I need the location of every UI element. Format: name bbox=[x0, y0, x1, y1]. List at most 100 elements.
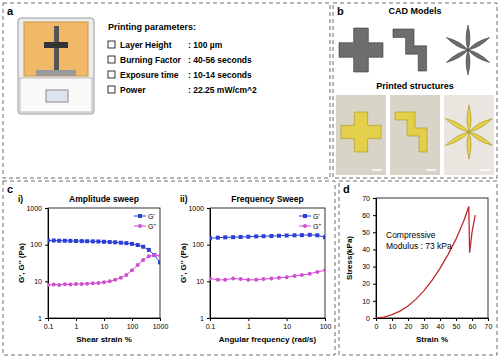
tick-label: 30 bbox=[362, 263, 370, 270]
photo-background bbox=[444, 95, 494, 175]
x-axis-title: Strain % bbox=[416, 335, 448, 344]
tick-label: 1000 bbox=[153, 323, 169, 330]
marker bbox=[52, 282, 56, 286]
chart: 010203040506070010203040506070Strain %St… bbox=[345, 195, 492, 344]
marker bbox=[239, 235, 243, 239]
marker bbox=[158, 254, 160, 258]
marker bbox=[210, 236, 212, 240]
marker bbox=[124, 241, 128, 245]
figure: abcdPrinting parameters:Layer Height: 10… bbox=[0, 0, 500, 358]
axis-line bbox=[376, 199, 377, 319]
y-axis-title: Stress(kPa) bbox=[345, 236, 354, 280]
parameter-name: Power bbox=[120, 85, 146, 95]
panel-frame bbox=[333, 3, 497, 178]
cad-model bbox=[339, 28, 383, 72]
marker bbox=[262, 234, 266, 238]
parameter-value: : 40-56 seconds bbox=[188, 55, 252, 65]
tick-label: 1 bbox=[200, 315, 204, 322]
printed-title: Printed structures bbox=[376, 81, 454, 91]
tick-label: 10 bbox=[389, 323, 397, 330]
tick-mark bbox=[373, 267, 376, 268]
marker bbox=[63, 282, 67, 286]
marker bbox=[277, 234, 281, 238]
tick-mark bbox=[424, 318, 425, 321]
legend-marker bbox=[303, 214, 307, 218]
tick: 1 bbox=[247, 318, 251, 330]
tick-mark bbox=[45, 245, 48, 246]
tick-mark bbox=[45, 318, 48, 319]
legend-label: G'' bbox=[148, 223, 156, 230]
legend-label: G' bbox=[313, 213, 320, 220]
tick-label: 10 bbox=[283, 323, 291, 330]
marker bbox=[102, 240, 106, 244]
marker bbox=[231, 276, 235, 280]
tick-mark bbox=[207, 245, 210, 246]
printer-body bbox=[18, 18, 94, 114]
parameter-name: Exposure time bbox=[120, 70, 179, 80]
tick-mark bbox=[160, 318, 161, 321]
tick-label: 70 bbox=[485, 323, 493, 330]
marker bbox=[57, 239, 61, 243]
marker bbox=[48, 238, 50, 242]
marker bbox=[292, 274, 296, 278]
tick-mark bbox=[373, 284, 376, 285]
tick-label: 20 bbox=[405, 323, 413, 330]
series-line bbox=[210, 270, 325, 280]
axis-line bbox=[211, 318, 326, 319]
tick: 1 bbox=[200, 315, 210, 322]
subpanel-label: ii) bbox=[180, 194, 188, 204]
printer-illustration bbox=[18, 18, 94, 114]
tick-mark bbox=[373, 232, 376, 233]
tick: 100 bbox=[320, 318, 332, 330]
checkbox bbox=[108, 41, 115, 48]
tick: 40 bbox=[437, 318, 445, 330]
marker bbox=[130, 242, 134, 246]
printer-platform bbox=[44, 42, 68, 48]
marker bbox=[96, 240, 100, 244]
marker bbox=[269, 276, 273, 280]
checkbox bbox=[108, 56, 115, 63]
marker bbox=[74, 239, 78, 243]
marker bbox=[108, 240, 112, 244]
checkbox bbox=[108, 71, 115, 78]
photo-background bbox=[390, 95, 440, 175]
tick-label: 40 bbox=[362, 246, 370, 253]
tick-mark bbox=[456, 318, 457, 321]
panel-frame bbox=[339, 181, 497, 355]
tick: 40 bbox=[362, 246, 376, 253]
cad-model bbox=[446, 25, 489, 75]
tick-label: 1 bbox=[75, 323, 79, 330]
marker bbox=[323, 268, 325, 272]
chart: 0.11101001101001000G'G''Frequency Sweepi… bbox=[179, 194, 331, 344]
tick-label: 10 bbox=[362, 298, 370, 305]
marker bbox=[85, 239, 89, 243]
tick: 0.1 bbox=[44, 318, 54, 330]
tick: 100 bbox=[192, 241, 210, 248]
marker bbox=[277, 276, 281, 280]
subpanel-label: i) bbox=[18, 194, 23, 204]
tick-label: 60 bbox=[362, 212, 370, 219]
tick-mark bbox=[248, 318, 249, 321]
tick-label: 50 bbox=[362, 229, 370, 236]
tick-label: 0 bbox=[375, 323, 379, 330]
marker bbox=[308, 272, 312, 276]
marker bbox=[216, 236, 220, 240]
panel-label: b bbox=[337, 5, 344, 17]
tick: 1000 bbox=[153, 318, 169, 330]
plot-frame bbox=[376, 198, 488, 318]
axis-line bbox=[210, 209, 211, 319]
tick-label: 1000 bbox=[26, 205, 42, 212]
tick-mark bbox=[440, 318, 441, 321]
panel-label: a bbox=[7, 5, 14, 17]
tick-label: 10 bbox=[101, 323, 109, 330]
marker bbox=[300, 273, 304, 277]
marker bbox=[68, 239, 72, 243]
marker bbox=[147, 254, 151, 258]
marker bbox=[108, 279, 112, 283]
marker bbox=[254, 278, 258, 282]
printer-base bbox=[20, 78, 92, 112]
printed-structure bbox=[395, 112, 427, 152]
tick: 0 bbox=[375, 318, 379, 330]
marker bbox=[130, 268, 134, 272]
marker bbox=[74, 282, 78, 286]
